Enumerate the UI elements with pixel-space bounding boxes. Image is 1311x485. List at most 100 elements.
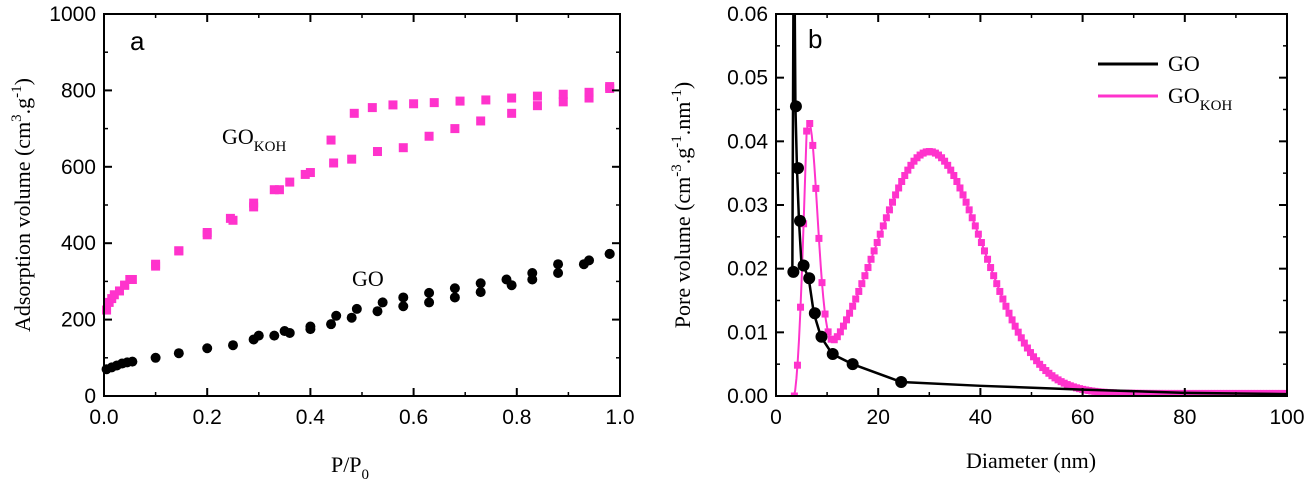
point-go-koh-desorption [481, 95, 491, 105]
point-gokoh [885, 206, 893, 214]
panel-b-x-tick-label: 0 [770, 406, 782, 429]
point-go-koh-adsorption [329, 158, 339, 168]
point-gokoh [867, 255, 875, 263]
panel-a-y-tick-label: 0 [84, 385, 96, 408]
point-go-koh-desorption [151, 261, 161, 271]
point-gokoh [812, 184, 820, 192]
point-gokoh [797, 303, 805, 311]
point-gokoh [1023, 344, 1031, 352]
panel-b-axes: 0 20 40 60 80 100 0.00 0.01 0.02 0.03 0.04 0.05 0.06 [727, 3, 1304, 429]
panel-b-y-tick-label: 0.03 [727, 194, 768, 217]
point-gokoh [858, 280, 866, 288]
point-go [803, 272, 816, 285]
point-gokoh [1030, 353, 1038, 361]
point-go-adsorption [475, 287, 486, 298]
point-go-adsorption [424, 297, 435, 308]
point-go-koh-adsorption [507, 108, 517, 118]
point-go-koh-desorption [532, 91, 542, 101]
point-gokoh [803, 127, 811, 135]
panel-b-label: b [808, 24, 822, 54]
point-gokoh [861, 272, 869, 280]
point-go-koh-desorption [388, 100, 398, 110]
point-go [895, 375, 908, 388]
point-go-koh-adsorption [109, 290, 119, 300]
annotation-gokoh-a: GOKOH [222, 124, 286, 155]
panel-a-label: a [130, 26, 145, 56]
panel-a-axes: 0.0 0.2 0.4 0.6 0.8 1.0 0 200 400 600 800 1000 [49, 3, 634, 429]
point-go-koh-adsorption [285, 177, 295, 187]
point-gokoh [907, 161, 915, 169]
point-gokoh [1033, 357, 1041, 365]
point-gokoh [904, 166, 912, 174]
point-gokoh [944, 161, 952, 169]
point-go-desorption [253, 330, 264, 341]
point-gokoh [950, 172, 958, 180]
point-go-koh-desorption [326, 135, 336, 145]
point-go-koh-adsorption [102, 305, 112, 315]
point-go [826, 347, 839, 360]
point-gokoh [809, 141, 817, 149]
point-go-desorption [279, 326, 290, 337]
point-go-koh-desorption [127, 274, 137, 284]
point-gokoh [953, 177, 961, 185]
point-gokoh [846, 309, 854, 317]
panel-b-x-axis-label: Diameter (nm) [966, 448, 1096, 473]
point-gokoh [864, 264, 872, 272]
point-go-adsorption [449, 292, 460, 303]
point-gokoh [895, 184, 903, 192]
point-go-koh-desorption [202, 230, 212, 240]
point-gokoh [898, 177, 906, 185]
point-go-koh-desorption [455, 96, 465, 106]
point-go-koh-desorption [367, 103, 377, 113]
point-go-desorption [501, 274, 512, 285]
point-gokoh [984, 255, 992, 263]
point-gokoh [901, 172, 909, 180]
point-go-adsorption [269, 330, 280, 341]
point-gokoh [793, 361, 801, 369]
panel-b-x-tick-label: 40 [969, 406, 992, 429]
point-go-koh-adsorption [532, 101, 542, 111]
point-go-koh-adsorption [558, 97, 568, 107]
point-go-koh-adsorption [347, 154, 357, 164]
point-go [808, 307, 821, 320]
point-go-koh-adsorption [584, 93, 594, 103]
panel-b: 0 20 40 60 80 100 0.00 0.01 0.02 0.03 0.04 0.05 0.06… [669, 3, 1305, 473]
point-go-koh-desorption [120, 280, 130, 290]
panel-a-x-tick-label: 0.2 [193, 406, 222, 429]
point-gokoh [971, 222, 979, 230]
point-gokoh [870, 247, 878, 255]
point-go-desorption [527, 267, 538, 278]
point-gokoh [959, 191, 967, 199]
point-gokoh [855, 287, 863, 295]
point-go-koh-desorption [507, 93, 517, 103]
point-go-desorption [604, 248, 615, 259]
point-go-adsorption [398, 301, 409, 312]
point-go-koh-adsorption [269, 185, 279, 195]
point-go-adsorption [127, 356, 138, 367]
point-gokoh [892, 191, 900, 199]
panel-a-x-tick-label: 0.6 [399, 406, 428, 429]
legend: GO GOKOH [1098, 51, 1232, 114]
panel-b-frame [775, 13, 1288, 397]
point-gokoh [987, 264, 995, 272]
point-gokoh [974, 230, 982, 238]
point-go-adsorption [553, 267, 564, 278]
panel-b-y-tick-label: 0.01 [727, 321, 768, 344]
panel-a: 0.0 0.2 0.4 0.6 0.8 1.0 0 200 400 600 800 1000 a GO… [9, 3, 635, 483]
point-go-koh-desorption [300, 169, 310, 179]
point-gokoh [1011, 322, 1019, 330]
point-gokoh [1002, 302, 1010, 310]
point-gokoh [873, 239, 881, 247]
point-gokoh [968, 214, 976, 222]
point-go [789, 100, 802, 113]
point-gokoh [941, 157, 949, 165]
point-gokoh [889, 198, 897, 206]
point-go-adsorption [372, 306, 383, 317]
point-go [791, 162, 804, 175]
point-gokoh [824, 328, 832, 336]
point-gokoh [990, 272, 998, 280]
point-go-adsorption [173, 348, 184, 359]
point-go-koh-desorption [409, 99, 419, 109]
point-gokoh [879, 222, 887, 230]
